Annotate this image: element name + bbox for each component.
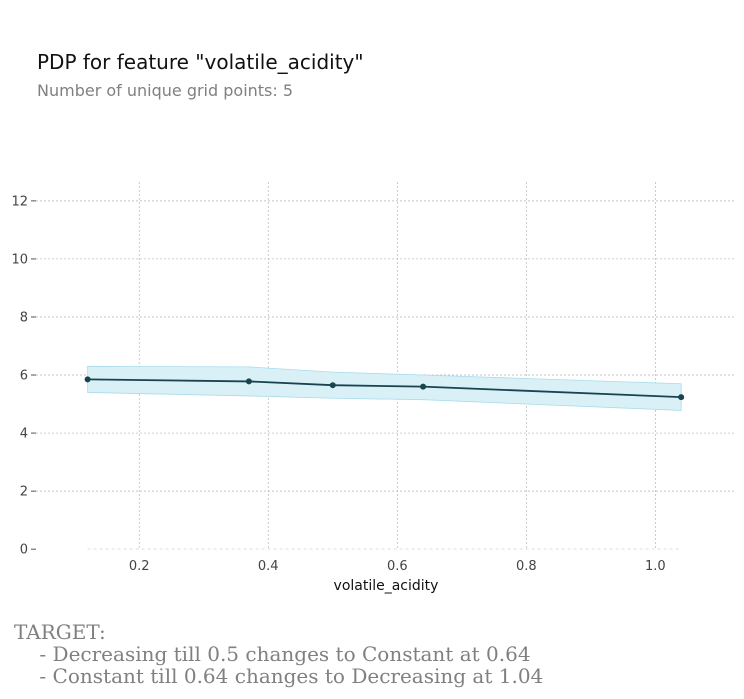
y-tick-label: 6 (20, 369, 28, 384)
y-tick-label: 0 (20, 543, 28, 558)
y-tick-label: 4 (20, 427, 28, 442)
confidence-band (87, 365, 682, 411)
confidence-band-area (87, 365, 682, 411)
x-tick-label: 0.4 (258, 559, 279, 574)
pdp-point (84, 376, 91, 383)
target-line-2: - Constant till 0.64 changes to Decreasi… (14, 664, 544, 688)
chart-title: PDP for feature "volatile_acidity" (37, 50, 364, 74)
chart-subtitle: Number of unique grid points: 5 (37, 81, 294, 100)
pdp-point (420, 383, 427, 390)
x-axis-label: volatile_acidity (334, 578, 439, 594)
pdp-point (678, 394, 685, 401)
pdp-plot: 0.2 0.4 0.6 0.8 1.0 0 2 4 6 8 10 12 volatile_acidi… (11, 182, 736, 594)
target-heading: TARGET: (14, 620, 106, 644)
y-tick-label: 10 (11, 252, 28, 267)
y-tick-label: 2 (20, 485, 28, 500)
target-line-1: - Decreasing till 0.5 changes to Constan… (14, 642, 531, 666)
pdp-point (329, 382, 336, 389)
x-tick-label: 0.2 (129, 559, 150, 574)
target-notes: TARGET: - Decreasing till 0.5 changes to… (14, 621, 543, 687)
grid-lines (36, 182, 736, 550)
x-tick-label: 0.6 (387, 559, 408, 574)
y-axis-ticks: 0 2 4 6 8 10 12 (11, 194, 36, 558)
y-tick-label: 12 (11, 194, 28, 209)
y-tick-label: 8 (20, 310, 28, 325)
x-tick-label: 0.8 (516, 559, 537, 574)
pdp-point (245, 378, 252, 385)
x-axis-ticks: 0.2 0.4 0.6 0.8 1.0 (129, 559, 666, 574)
x-tick-label: 1.0 (645, 559, 666, 574)
pdp-series (84, 376, 685, 401)
